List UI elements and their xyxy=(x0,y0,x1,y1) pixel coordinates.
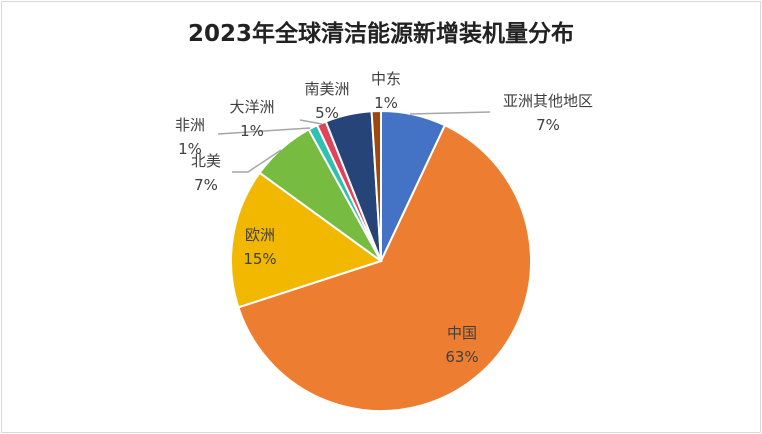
slice-label-7: 中东 xyxy=(371,70,401,88)
leader-line-0 xyxy=(409,111,491,115)
slice-label-2: 欧洲 xyxy=(245,226,275,244)
slice-label-6: 南美洲 xyxy=(304,80,349,98)
slice-label-4: 非洲 xyxy=(175,116,205,134)
chart-title: 2023年全球清洁能源新增装机量分布 xyxy=(187,21,574,47)
slice-value-3: 7% xyxy=(194,176,218,194)
slice-value-4: 1% xyxy=(178,140,202,158)
slice-value-6: 5% xyxy=(315,104,339,122)
slice-value-7: 1% xyxy=(374,94,398,112)
pie-slice-2[interactable] xyxy=(230,171,384,309)
slice-label-5: 大洋洲 xyxy=(229,98,274,116)
pie-slice-7[interactable] xyxy=(370,109,382,262)
leader-line-4 xyxy=(217,127,311,135)
pie-slice-1[interactable] xyxy=(237,123,532,412)
leader-line-5 xyxy=(299,119,323,125)
slice-label-1: 中国 xyxy=(447,324,477,342)
slice-value-0: 7% xyxy=(536,116,560,134)
slice-value-2: 15% xyxy=(243,250,276,268)
slice-label-3: 北美 xyxy=(191,152,221,170)
leader-line-3 xyxy=(232,149,282,173)
slice-value-1: 63% xyxy=(445,348,478,366)
slice-value-5: 1% xyxy=(240,122,264,140)
slice-label-0: 亚洲其他地区 xyxy=(503,92,593,110)
